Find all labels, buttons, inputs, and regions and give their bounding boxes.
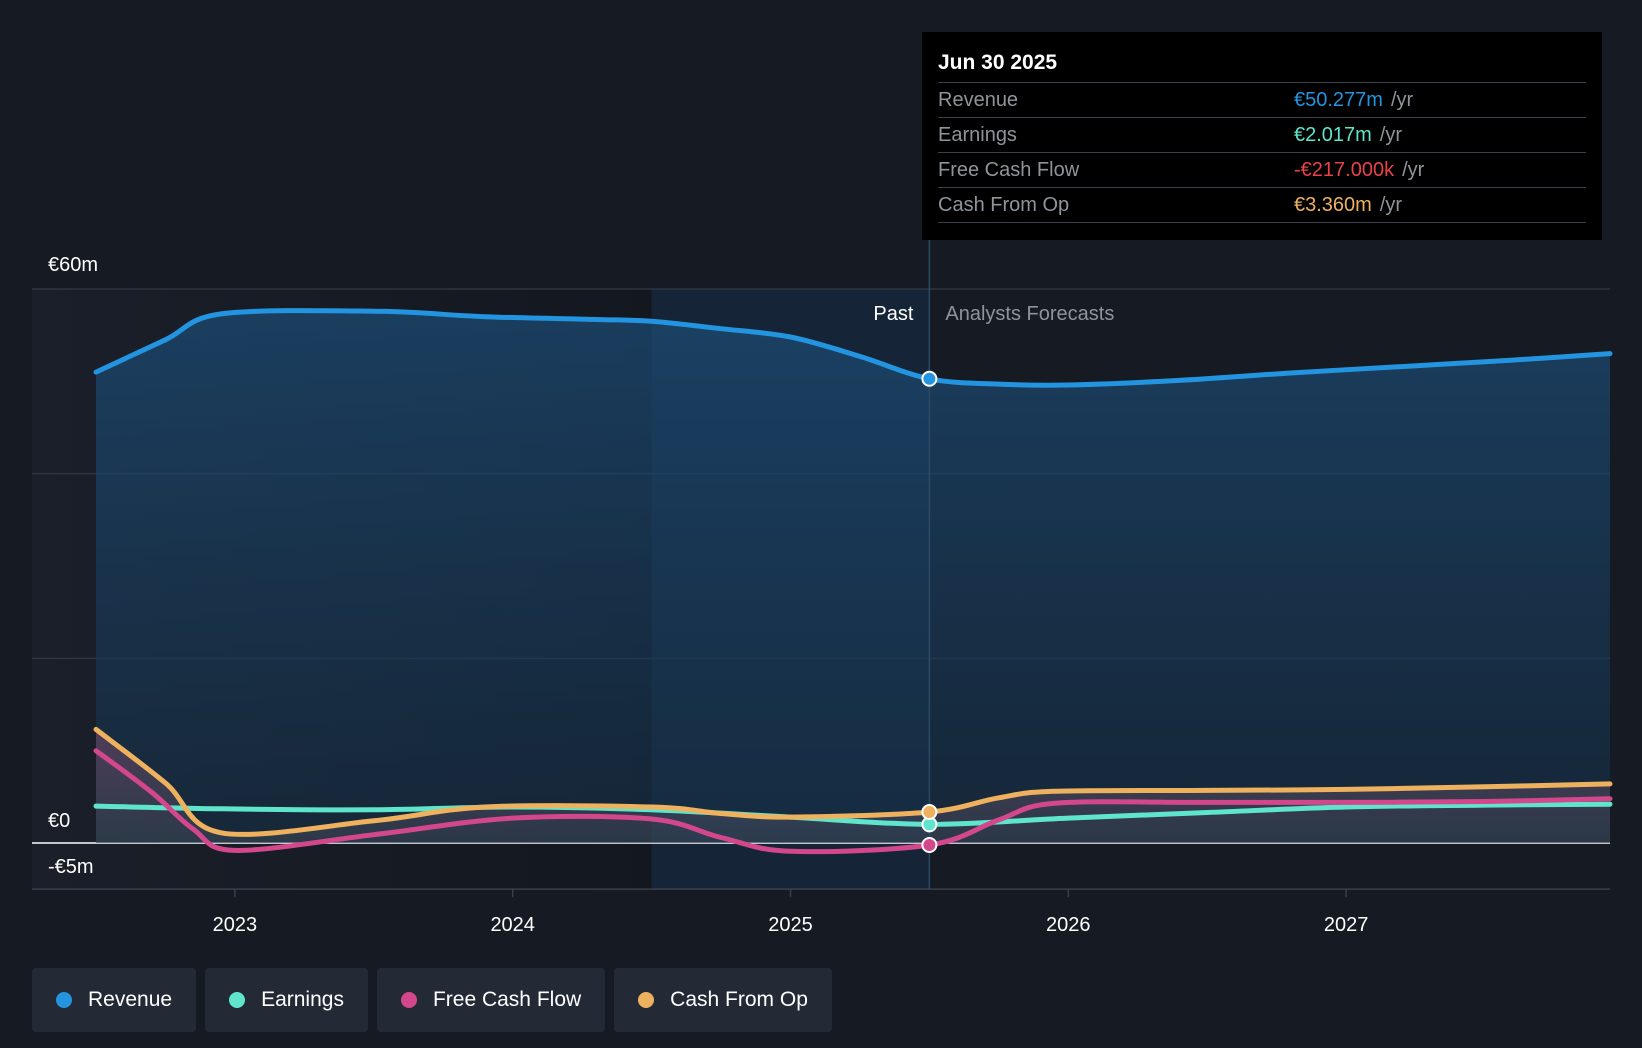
x-tick-label: 2027 [1324, 914, 1369, 936]
legend-item-cash-from-op[interactable]: Cash From Op [614, 968, 832, 1032]
tooltip-unit: /yr [1379, 194, 1403, 216]
y-label-bottom: -€5m [48, 856, 94, 878]
revenue-area [96, 310, 1610, 843]
tooltip-unit: /yr [1390, 89, 1414, 111]
legend-item-free-cash-flow[interactable]: Free Cash Flow [376, 968, 606, 1032]
legend-item-earnings[interactable]: Earnings [205, 968, 368, 1032]
legend-dot-icon [56, 992, 72, 1008]
x-tick-label: 2024 [490, 914, 535, 936]
tooltip-label: Cash From Op [938, 194, 1070, 216]
tooltip-label: Free Cash Flow [938, 159, 1080, 181]
revenue-marker [921, 370, 938, 387]
earnings-line [93, 801, 1613, 827]
tooltip-row-free-cash-flow: Free Cash Flow -€217.000k /yr [938, 153, 1586, 188]
x-tick-label: 2026 [1046, 914, 1091, 936]
series-areas [96, 310, 1610, 843]
forecast-label: Analysts Forecasts [945, 303, 1114, 325]
tooltip-row-earnings: Earnings €2.017m /yr [938, 118, 1586, 153]
legend-dot-icon [229, 992, 246, 1008]
tooltip-date: Jun 30 2025 [938, 44, 1586, 83]
y-label-zero: €0 [48, 810, 70, 832]
legend-label: Revenue [88, 988, 173, 1011]
legend-label: Earnings [261, 988, 344, 1011]
series-lines [93, 308, 1613, 855]
free-cash-flow-marker [921, 837, 938, 854]
y-label-top: €60m [48, 254, 98, 276]
hover-markers [921, 370, 938, 854]
past-label: Past [873, 303, 913, 325]
legend-item-revenue[interactable]: Revenue [32, 968, 197, 1032]
revenue-line [93, 308, 1613, 388]
cash-from-op-marker [921, 803, 938, 820]
tooltip: Jun 30 2025 Revenue €50.277m /yr Earning… [922, 32, 1602, 240]
tooltip-row-cash-from-op: Cash From Op €3.360m /yr [938, 188, 1586, 223]
x-tick-label: 2023 [213, 914, 258, 936]
tooltip-value: €3.360m [1294, 194, 1372, 216]
tooltip-unit: /yr [1379, 124, 1403, 146]
tooltip-row-revenue: Revenue €50.277m /yr [938, 83, 1586, 118]
tooltip-value: €2.017m [1294, 124, 1372, 146]
x-axis-ticks: 2023 2024 2025 2026 2027 [213, 889, 1369, 936]
legend: Revenue Earnings Free Cash Flow Cash Fro… [32, 968, 841, 1032]
tooltip-value: -€217.000k [1294, 159, 1395, 181]
legend-label: Free Cash Flow [432, 988, 582, 1011]
tooltip-label: Earnings [938, 124, 1017, 146]
tooltip-unit: /yr [1402, 159, 1425, 181]
legend-label: Cash From Op [670, 988, 808, 1011]
x-tick-label: 2025 [768, 914, 813, 936]
legend-dot-icon [400, 992, 417, 1008]
tooltip-label: Revenue [938, 89, 1019, 111]
cash-from-op-line [93, 726, 1613, 837]
free-cash-flow-line [93, 748, 1613, 855]
cash-area [96, 729, 1610, 843]
legend-dot-icon [638, 992, 655, 1008]
tooltip-value: €50.277m [1294, 89, 1383, 111]
